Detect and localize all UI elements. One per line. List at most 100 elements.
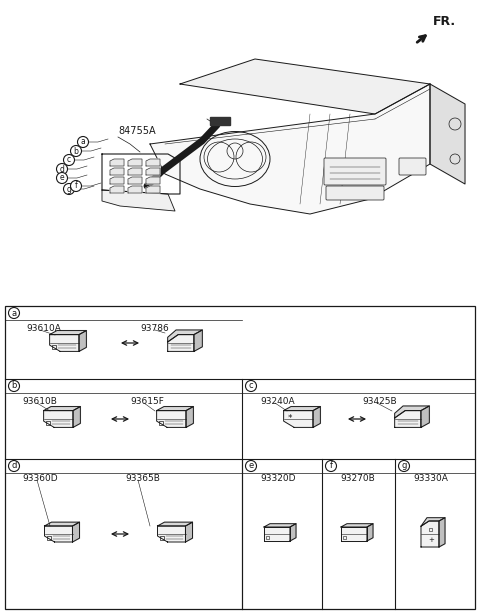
Polygon shape xyxy=(110,168,124,175)
Polygon shape xyxy=(210,117,230,125)
Circle shape xyxy=(57,163,68,174)
Polygon shape xyxy=(290,524,296,541)
Circle shape xyxy=(63,184,74,195)
Text: 93330A: 93330A xyxy=(413,474,448,483)
Polygon shape xyxy=(395,406,429,418)
Circle shape xyxy=(325,460,336,472)
Text: 93425B: 93425B xyxy=(362,397,396,406)
Polygon shape xyxy=(146,168,160,175)
Polygon shape xyxy=(168,330,203,342)
Bar xyxy=(47,536,50,540)
Polygon shape xyxy=(341,527,367,541)
FancyBboxPatch shape xyxy=(399,158,426,175)
Polygon shape xyxy=(146,186,160,193)
Circle shape xyxy=(9,308,20,319)
Circle shape xyxy=(9,460,20,472)
Polygon shape xyxy=(45,522,80,526)
Polygon shape xyxy=(110,159,124,166)
Polygon shape xyxy=(156,411,186,427)
Text: 93320D: 93320D xyxy=(260,474,296,483)
Circle shape xyxy=(63,155,74,166)
Polygon shape xyxy=(194,330,203,351)
Circle shape xyxy=(77,136,88,147)
Polygon shape xyxy=(44,406,80,411)
Polygon shape xyxy=(313,406,320,427)
Polygon shape xyxy=(102,190,175,211)
Text: a: a xyxy=(81,138,85,147)
Polygon shape xyxy=(439,518,445,547)
Polygon shape xyxy=(264,524,296,527)
Text: b: b xyxy=(73,147,78,155)
Polygon shape xyxy=(421,521,439,547)
Polygon shape xyxy=(128,159,142,166)
Bar xyxy=(429,528,432,531)
Polygon shape xyxy=(421,518,445,526)
Bar xyxy=(5,306,475,609)
Bar xyxy=(52,345,56,349)
Text: a: a xyxy=(12,308,17,317)
Text: g: g xyxy=(401,462,407,470)
Circle shape xyxy=(9,381,20,392)
Text: e: e xyxy=(60,174,64,182)
Text: 93365B: 93365B xyxy=(125,474,160,483)
Text: c: c xyxy=(67,155,71,165)
Text: c: c xyxy=(249,381,253,391)
Bar xyxy=(159,536,164,540)
Polygon shape xyxy=(128,186,142,193)
Text: FR.: FR. xyxy=(433,15,456,28)
Circle shape xyxy=(71,146,82,157)
Text: e: e xyxy=(248,462,253,470)
Bar xyxy=(46,421,50,426)
Text: f: f xyxy=(329,462,333,470)
Polygon shape xyxy=(186,406,193,427)
Text: 93615F: 93615F xyxy=(130,397,164,406)
Polygon shape xyxy=(395,411,421,427)
Polygon shape xyxy=(110,177,124,184)
Polygon shape xyxy=(168,335,194,351)
Text: 84755A: 84755A xyxy=(118,126,156,136)
Polygon shape xyxy=(45,526,72,542)
Circle shape xyxy=(71,181,82,192)
Text: 93610A: 93610A xyxy=(26,324,61,333)
Polygon shape xyxy=(128,168,142,175)
Bar xyxy=(266,536,269,539)
Polygon shape xyxy=(367,524,373,541)
Polygon shape xyxy=(146,159,160,166)
Polygon shape xyxy=(341,524,373,527)
Text: 93610B: 93610B xyxy=(22,397,57,406)
Polygon shape xyxy=(185,522,192,542)
Circle shape xyxy=(57,173,68,184)
Polygon shape xyxy=(49,330,86,335)
Circle shape xyxy=(245,381,256,392)
Text: *: * xyxy=(288,414,292,424)
Polygon shape xyxy=(72,522,80,542)
Polygon shape xyxy=(157,522,192,526)
Polygon shape xyxy=(421,406,429,427)
Polygon shape xyxy=(73,406,80,427)
Bar xyxy=(159,421,163,426)
Polygon shape xyxy=(146,177,160,184)
Circle shape xyxy=(245,460,256,472)
Polygon shape xyxy=(284,411,313,427)
Text: 93270B: 93270B xyxy=(340,474,375,483)
Polygon shape xyxy=(128,177,142,184)
Text: 93240A: 93240A xyxy=(260,397,295,406)
Polygon shape xyxy=(44,411,73,427)
Polygon shape xyxy=(49,335,79,351)
Polygon shape xyxy=(264,527,290,541)
Bar xyxy=(343,536,346,539)
Text: f: f xyxy=(74,182,77,190)
Polygon shape xyxy=(150,84,430,214)
FancyBboxPatch shape xyxy=(324,158,386,185)
Polygon shape xyxy=(157,526,185,542)
Text: +: + xyxy=(428,537,434,543)
Text: g: g xyxy=(67,184,72,193)
Polygon shape xyxy=(180,59,430,114)
Circle shape xyxy=(398,460,409,472)
Text: 93360D: 93360D xyxy=(22,474,58,483)
Text: b: b xyxy=(12,381,17,391)
Polygon shape xyxy=(430,84,465,184)
Polygon shape xyxy=(79,330,86,351)
Text: 93786: 93786 xyxy=(140,324,169,333)
Text: d: d xyxy=(12,462,17,470)
